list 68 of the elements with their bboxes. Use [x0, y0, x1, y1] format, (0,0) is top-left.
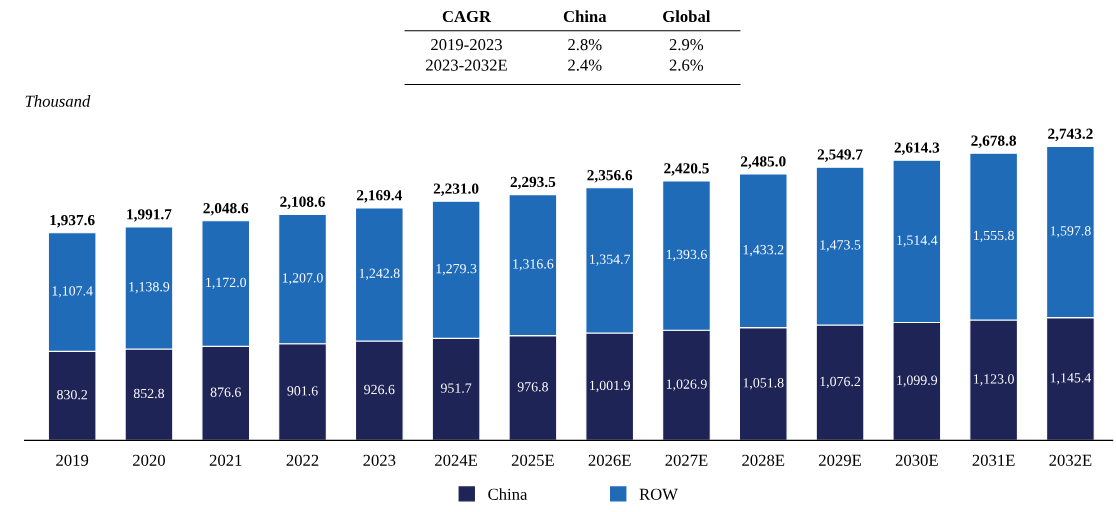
total-label: 2,293.5 [510, 176, 556, 190]
total-label: 1,991.7 [127, 209, 172, 222]
data-label: 1,138.9 [129, 282, 170, 294]
data-label: 1,076.2 [820, 376, 861, 389]
x-tick-label: 2027E [665, 454, 708, 466]
data-label: 1,433.2 [743, 244, 784, 257]
x-tick-label: 2019 [56, 454, 89, 466]
data-label: 830.2 [57, 389, 88, 400]
x-tick-label: 2021 [209, 454, 242, 466]
x-tick-label: 2024E [435, 454, 478, 466]
total-label: 2,678.8 [971, 135, 1017, 148]
total-label: 2,356.6 [587, 170, 633, 183]
data-label: 1,597.8 [1050, 226, 1091, 238]
text: 2023-2032E [426, 59, 507, 71]
x-tick-label: 2025E [511, 454, 554, 466]
total-label: 2,169.4 [357, 190, 402, 203]
data-label: 1,393.6 [666, 249, 707, 262]
data-label: 901.6 [287, 386, 318, 396]
text: CAGR [442, 10, 492, 23]
x-tick-label: 2029E [819, 454, 861, 466]
legend-label: ROW [639, 488, 678, 500]
data-label: 976.8 [517, 382, 548, 392]
data-label: 1,051.8 [743, 378, 784, 390]
x-tick-label: 2031E [972, 454, 1015, 466]
legend-label: China [488, 488, 528, 500]
data-label: 1,316.6 [513, 259, 554, 271]
data-label: 1,354.7 [590, 254, 631, 266]
text: 2.9% [669, 39, 704, 51]
text: 2.8% [568, 39, 602, 51]
x-tick-label: 2020 [133, 454, 165, 466]
data-label: 1,123.0 [974, 374, 1014, 386]
data-label: 951.7 [440, 383, 472, 393]
total-label: 2,048.6 [203, 203, 249, 216]
data-label: 876.6 [210, 387, 241, 397]
total-label: 1,937.6 [50, 214, 95, 228]
data-label: 1,145.4 [1050, 373, 1092, 385]
text: 2.4% [568, 59, 602, 71]
y-axis-title: Thousand [25, 95, 91, 107]
data-label: 1,242.8 [359, 268, 400, 280]
data-label: 926.6 [364, 384, 395, 395]
text: 2.6% [669, 59, 704, 71]
total-label: 2,231.0 [433, 183, 479, 196]
data-label: 1,555.8 [974, 230, 1014, 243]
total-label: 2,485.0 [740, 156, 786, 169]
text: Global [663, 10, 711, 23]
data-label: 1,473.5 [820, 240, 861, 252]
x-tick-label: 2026E [588, 454, 631, 466]
data-label: 1,514.4 [897, 235, 938, 247]
x-tick-label: 2022 [286, 454, 319, 466]
data-label: 852.8 [133, 388, 165, 399]
x-tick-label: 2030E [895, 454, 938, 466]
data-label: 1,001.9 [590, 380, 630, 393]
total-label: 2,614.3 [894, 142, 940, 155]
x-tick-label: 2023 [363, 454, 396, 466]
x-tick-label: 2032E [1049, 454, 1092, 466]
data-label: 1,107.4 [52, 286, 93, 298]
data-label: 1,099.9 [897, 375, 938, 387]
total-label: 2,420.5 [664, 163, 709, 176]
text: China [563, 10, 607, 23]
text: 2019-2023 [431, 39, 502, 51]
data-label: 1,207.0 [282, 273, 323, 285]
total-label: 2,108.6 [280, 196, 325, 210]
data-label: 1,026.9 [666, 379, 707, 391]
x-tick-label: 2028E [742, 454, 785, 466]
data-label: 1,172.0 [206, 277, 247, 290]
total-label: 2,549.7 [817, 149, 863, 162]
total-label: 2,743.2 [1048, 128, 1093, 142]
data-label: 1,279.3 [436, 263, 477, 276]
